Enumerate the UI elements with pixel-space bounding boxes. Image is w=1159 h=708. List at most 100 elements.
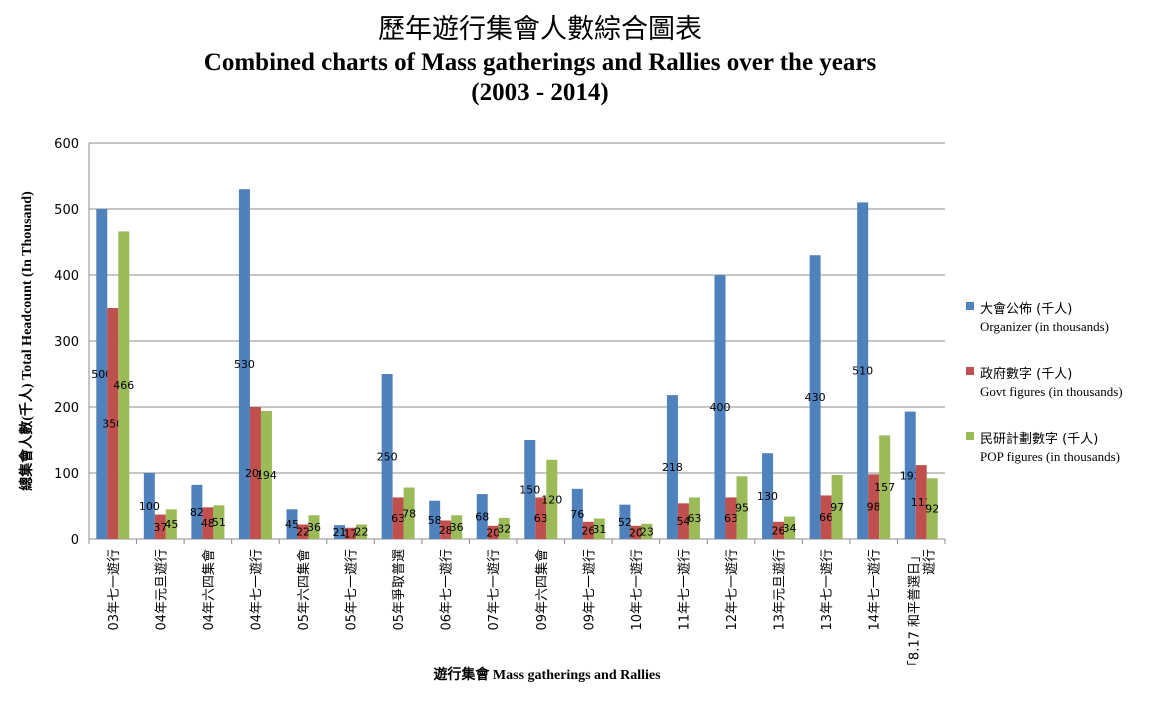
- bar: [688, 497, 700, 539]
- x-tick-label: 04年六四集會: [201, 549, 217, 631]
- bar: [191, 484, 203, 539]
- data-label: 31: [592, 523, 606, 536]
- bar: [524, 440, 536, 539]
- x-category-label: 14年七一遊行: [868, 549, 883, 631]
- bar: [904, 411, 916, 539]
- y-tick-label: 600: [54, 137, 79, 152]
- x-category-label: 06年七一遊行: [440, 549, 455, 631]
- chart-title: 歷年遊行集會人數綜合圖表: [378, 14, 702, 45]
- data-label: 26: [581, 524, 595, 537]
- legend-swatch: [966, 367, 974, 375]
- x-tick-label: 13年元旦遊行: [773, 549, 788, 631]
- bar: [725, 497, 737, 539]
- bar: [356, 524, 368, 539]
- x-category-label: 04年七一遊行: [249, 549, 264, 631]
- data-label: 200: [245, 467, 266, 480]
- bar: [345, 527, 357, 539]
- x-category-label: 05年爭取普選: [392, 549, 407, 631]
- bar: [476, 494, 488, 539]
- data-label: 28: [439, 524, 453, 537]
- chart-subtitle: Combined charts of Mass gatherings and R…: [203, 49, 877, 76]
- legend-label-en: Govt figures (in thousands): [980, 384, 1123, 399]
- bar: [926, 478, 938, 539]
- x-category-label: 04年六四集會: [201, 549, 217, 631]
- data-label: 120: [541, 493, 562, 506]
- x-category-label: 12年七一遊行: [725, 549, 740, 631]
- data-label: 97: [830, 501, 844, 514]
- data-label: 100: [139, 500, 160, 513]
- x-category-label: 「8.17 和平普選日」 遊行: [908, 549, 938, 673]
- bar: [546, 459, 558, 539]
- data-label: 530: [234, 358, 255, 371]
- x-category-label: 03年七一遊行: [107, 549, 122, 631]
- legend: 大會公佈 (千人) Organizer (in thousands) 政府數字 (千…: [966, 298, 1156, 493]
- data-label: 194: [256, 469, 277, 482]
- x-tick-label: 06年七一遊行: [440, 549, 455, 631]
- bar: [308, 515, 320, 539]
- data-label: 150: [519, 484, 540, 497]
- data-label: 466: [113, 379, 134, 392]
- bar: [451, 515, 463, 539]
- bar: [571, 488, 583, 539]
- legend-swatch: [966, 432, 974, 440]
- data-label: 37: [153, 521, 167, 534]
- legend-label: 政府數字 (千人): [980, 367, 1073, 382]
- bar: [762, 453, 774, 539]
- bar: [498, 517, 510, 539]
- x-axis-label: 遊行集會 Mass gatherings and Rallies: [433, 666, 661, 683]
- data-label: 22: [355, 526, 369, 539]
- data-label: 52: [618, 516, 632, 529]
- x-tick-label: 09年六四集會: [534, 549, 550, 631]
- data-label: 36: [450, 521, 464, 534]
- data-label: 22: [296, 526, 310, 539]
- bar: [96, 209, 108, 539]
- data-label: 51: [212, 516, 226, 529]
- bar: [297, 524, 309, 539]
- data-label: 48: [201, 517, 215, 530]
- data-label: 17: [344, 527, 358, 540]
- bar: [392, 497, 404, 539]
- bar: [143, 473, 155, 539]
- bar: [831, 474, 843, 539]
- y-tick-label: 200: [54, 401, 79, 416]
- bar: [915, 465, 927, 539]
- bar: [202, 507, 214, 539]
- legend-item: 大會公佈 (千人) Organizer (in thousands): [966, 298, 1156, 335]
- x-category-label: 09年七一遊行: [582, 549, 597, 631]
- data-label: 45: [285, 518, 299, 531]
- data-label: 26: [772, 524, 786, 537]
- x-tick-label: 07年七一遊行: [487, 549, 502, 631]
- data-label: 58: [428, 514, 442, 527]
- x-category-label: 13年元旦遊行: [773, 549, 788, 631]
- data-label: 20: [486, 526, 500, 539]
- y-tick-label: 500: [54, 203, 79, 218]
- data-label: 63: [724, 512, 738, 525]
- chart-title-block: 歷年遊行集會人數綜合圖表 Combined charts of Mass gat…: [0, 12, 1080, 108]
- x-tick-label: 05年六四集會: [296, 549, 312, 631]
- data-label: 32: [497, 522, 511, 535]
- x-tick-label: 09年七一遊行: [582, 549, 597, 631]
- bar: [213, 505, 225, 539]
- bar: [630, 525, 642, 539]
- y-tick-label: 300: [54, 335, 79, 350]
- data-label: 350: [102, 418, 123, 431]
- x-tick-label: 05年七一遊行: [345, 549, 360, 631]
- data-label: 510: [852, 365, 873, 378]
- bar: [857, 202, 869, 539]
- y-tick-label: 400: [54, 269, 79, 284]
- data-label: 98: [867, 501, 881, 514]
- bar: [381, 374, 393, 539]
- bar: [238, 189, 250, 539]
- bar: [107, 308, 119, 539]
- x-tick-label: 10年七一遊行: [630, 549, 645, 631]
- data-label: 95: [735, 502, 749, 515]
- bar: [619, 504, 631, 539]
- data-label: 20: [629, 526, 643, 539]
- data-label: 36: [307, 521, 321, 534]
- bar: [403, 487, 415, 539]
- data-label: 34: [783, 522, 797, 535]
- data-label: 112: [911, 496, 932, 509]
- data-label: 157: [874, 481, 895, 494]
- bar: [593, 518, 605, 539]
